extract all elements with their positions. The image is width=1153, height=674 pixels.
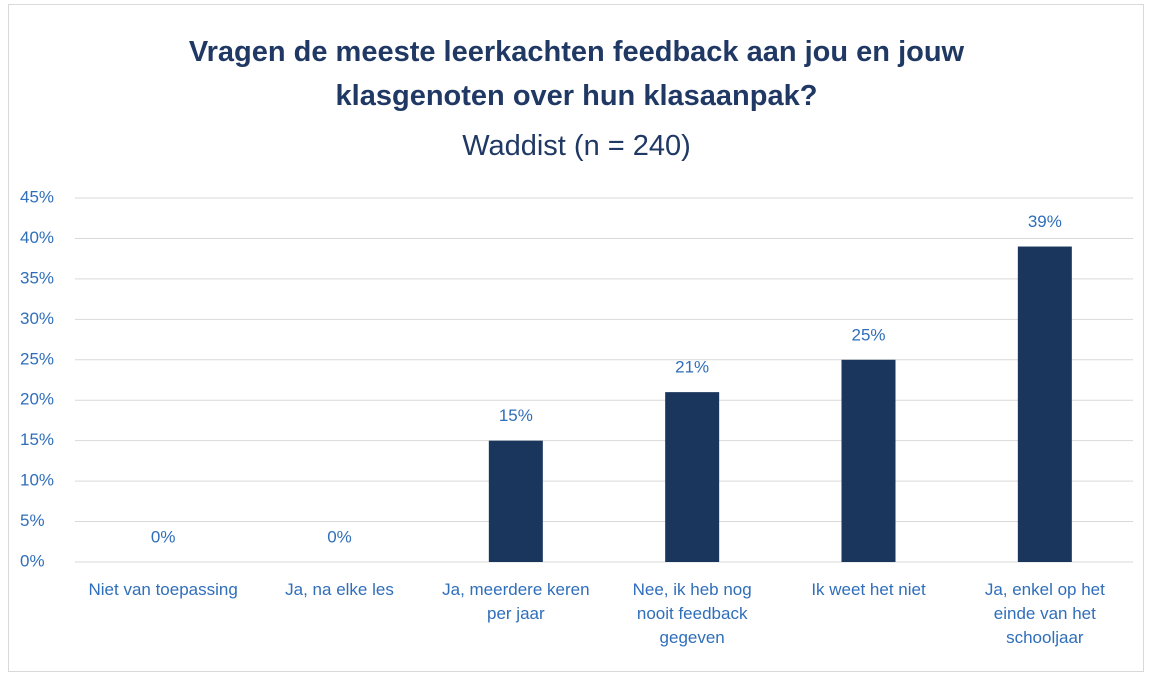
y-tick-label: 35% [20,268,54,287]
bar [488,440,543,562]
x-tick-label: Ja, enkel op het einde van het schooljaa… [984,580,1105,647]
y-tick-label: 15% [20,430,54,449]
x-tick-label: Nee, ik heb nog nooit feedback gegeven [632,580,752,647]
data-label: 15% [499,406,533,425]
x-tick-label: Ik weet het niet [811,580,926,599]
x-tick-label: Niet van toepassing [88,580,238,599]
chart-frame [8,4,1144,672]
data-label: 39% [1028,212,1062,231]
y-tick-label: 40% [20,228,54,247]
y-tick-label: 30% [20,309,54,328]
data-label: 0% [151,527,176,546]
x-tick-label: Ja, na elke les [285,580,394,599]
bar [841,359,896,562]
data-label: 21% [675,358,709,377]
y-tick-label: 45% [20,187,54,206]
bar [1017,246,1072,563]
y-tick-label: 25% [20,349,54,368]
data-label: 25% [851,325,885,344]
y-tick-label: 20% [20,390,54,409]
y-tick-label: 0% [20,551,45,570]
y-tick-label: 5% [20,511,45,530]
data-label: 0% [327,527,352,546]
chart-title: Vragen de meeste leerkachten feedback aa… [188,36,965,112]
y-tick-label: 10% [20,471,54,490]
bar [665,392,720,562]
x-tick-label: Ja, meerdere keren per jaar [442,580,590,623]
chart-subtitle: Waddist (n = 240) [462,130,691,162]
